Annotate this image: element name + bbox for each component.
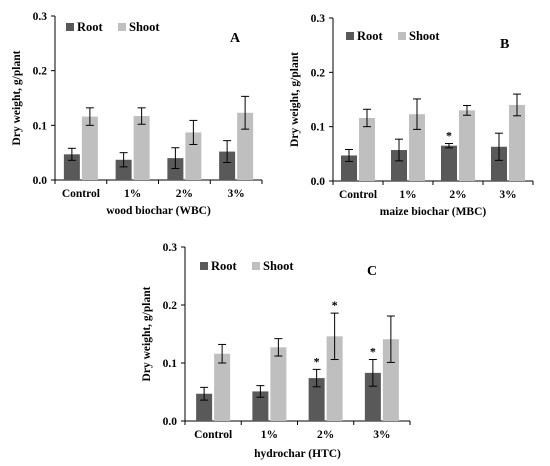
x-axis-title: hydrochar (HTC)	[254, 448, 341, 460]
bar-root	[115, 159, 132, 180]
x-tick-label: Control	[194, 429, 232, 441]
x-tick-label: 1%	[399, 189, 416, 201]
legend-swatch-shoot	[398, 32, 406, 40]
legend-label-shoot: Shoot	[263, 259, 294, 273]
panel-label: B	[500, 37, 509, 52]
y-tick-label: 0.0	[311, 176, 326, 188]
bar-root	[167, 158, 184, 180]
chart-panel-a: 0.0 0.1 0.2 0.3 Control 1% 2% 3% Root Shoot Awood …	[11, 11, 263, 217]
y-axis-title: Dry weight, g/plant	[141, 286, 153, 381]
y-tick-label: 0.3	[33, 11, 48, 23]
bar-shoot	[359, 117, 375, 181]
significance-star: *	[446, 129, 452, 143]
bar-shoot	[133, 116, 150, 180]
legend-label-shoot: Shoot	[409, 29, 440, 43]
legend-label-root: Root	[357, 29, 384, 43]
x-tick-label: 3%	[228, 188, 245, 200]
x-tick-label: Control	[339, 189, 377, 201]
y-tick-label: 0.2	[163, 300, 178, 312]
x-tick-label: Control	[62, 188, 100, 200]
legend-swatch-shoot	[252, 262, 260, 270]
bar-root	[441, 145, 457, 181]
bar-shoot	[409, 114, 425, 181]
y-tick-label: 0.3	[163, 242, 178, 254]
y-tick-label: 0.3	[311, 13, 326, 25]
legend-label-root: Root	[211, 259, 238, 273]
legend-label-shoot: Shoot	[129, 20, 160, 34]
x-axis-title: wood biochar (WBC)	[106, 205, 211, 217]
bar-shoot	[382, 339, 399, 421]
bar-root	[252, 391, 269, 421]
bar-shoot	[459, 110, 475, 181]
legend-swatch-root	[66, 23, 74, 31]
y-tick-label: 0.2	[311, 67, 326, 79]
bar-shoot	[509, 104, 525, 181]
significance-star: *	[314, 354, 320, 368]
x-tick-label: 2%	[317, 429, 334, 441]
legend-swatch-root	[346, 32, 354, 40]
panel-label: C	[367, 264, 377, 279]
x-tick-label: 3%	[373, 429, 390, 441]
legend-swatch-shoot	[118, 23, 126, 31]
bar-shoot	[270, 347, 287, 421]
y-tick-label: 0.2	[33, 66, 48, 78]
x-tick-label: 1%	[261, 429, 278, 441]
bar-root	[391, 150, 407, 181]
chart-panel-b: 0.0 0.1 0.2 0.3 Control 1% 2% 3% * Root Shoot Bmaiz…	[289, 13, 534, 218]
bar-root	[308, 378, 325, 421]
x-tick-label: 3%	[499, 189, 516, 201]
x-tick-label: 2%	[176, 188, 193, 200]
y-tick-label: 0.1	[163, 358, 178, 370]
bar-root	[219, 151, 236, 180]
chart-panel-c: 0.0 0.1 0.2 0.3 Control 1% 2% 3% * * * Root Shoot Chy…	[141, 242, 411, 460]
y-axis-title: Dry weight, g/plant	[11, 50, 23, 145]
bar-shoot	[326, 336, 343, 421]
bar-shoot	[214, 353, 231, 421]
bar-root	[364, 372, 381, 421]
x-tick-label: 2%	[449, 189, 466, 201]
bar-shoot	[81, 116, 98, 180]
y-tick-label: 0.1	[311, 122, 326, 134]
significance-star: *	[332, 298, 338, 312]
legend-swatch-root	[200, 262, 208, 270]
y-tick-label: 0.1	[33, 120, 48, 132]
x-axis-title: maize biochar (MBC)	[380, 206, 487, 218]
significance-star: *	[370, 345, 376, 359]
y-axis-title: Dry weight, g/plant	[289, 52, 301, 147]
bar-root	[491, 146, 507, 181]
panel-label: A	[230, 31, 241, 46]
legend-label-root: Root	[77, 20, 104, 34]
x-tick-label: 1%	[124, 188, 141, 200]
y-tick-label: 0.0	[163, 416, 178, 428]
y-tick-label: 0.0	[33, 175, 48, 187]
